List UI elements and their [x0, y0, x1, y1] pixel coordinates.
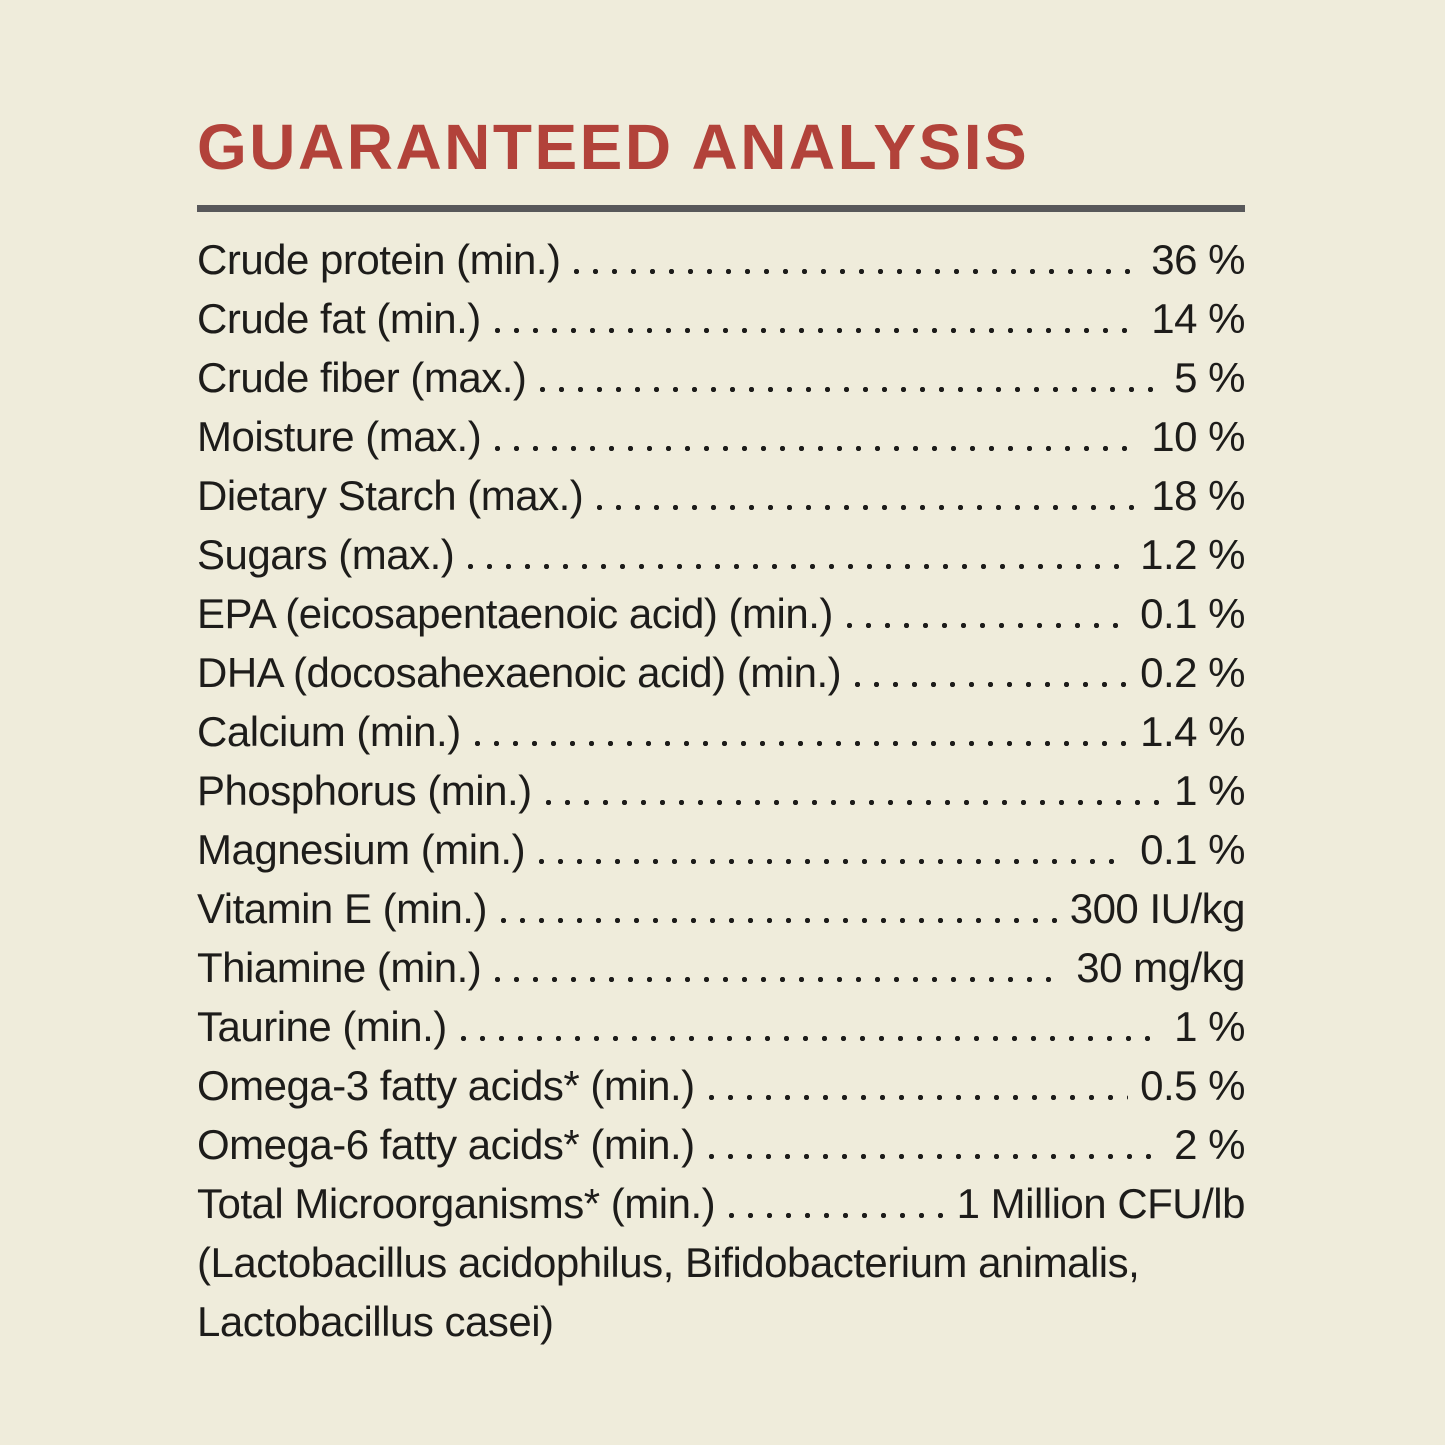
nutrient-value: 36 %: [1151, 236, 1245, 283]
nutrient-label: Crude fat (min.): [197, 295, 481, 342]
analysis-table: Crude protein (min.) 36 % Crude fat (min…: [197, 230, 1246, 1351]
row-phosphorus: Phosphorus (min.) 1 %: [197, 761, 1245, 820]
dot-leader: [474, 741, 1129, 746]
nutrient-label: Dietary Starch (max.): [197, 472, 584, 519]
nutrient-value: 18 %: [1151, 472, 1245, 519]
row-epa: EPA (eicosapentaenoic acid) (min.) 0.1 %: [197, 584, 1245, 643]
nutrient-value: 0.1 %: [1140, 826, 1245, 873]
dot-leader: [708, 1154, 1163, 1159]
microorganisms-species-line-2: Lactobacillus casei): [197, 1298, 554, 1345]
nutrient-value: 300 IU/kg: [1069, 885, 1246, 932]
nutrient-value: 14 %: [1151, 295, 1245, 342]
nutrient-value: 10 %: [1151, 413, 1245, 460]
dot-leader: [495, 977, 1065, 982]
row-omega-6: Omega-6 fatty acids* (min.) 2 %: [197, 1115, 1245, 1174]
dot-leader: [597, 505, 1140, 510]
dot-leader: [729, 1213, 945, 1218]
dot-leader: [460, 1036, 1163, 1041]
row-crude-fiber: Crude fiber (max.) 5 %: [197, 348, 1245, 407]
row-dha: DHA (docosahexaenoic acid) (min.) 0.2 %: [197, 643, 1245, 702]
row-taurine: Taurine (min.) 1 %: [197, 997, 1245, 1056]
nutrient-value: 1 %: [1174, 767, 1245, 814]
nutrient-value: 1 Million CFU/lb: [956, 1180, 1246, 1227]
nutrient-label: Omega-6 fatty acids* (min.): [197, 1121, 695, 1168]
nutrient-value: 1.2 %: [1140, 531, 1245, 578]
title-divider: [197, 205, 1245, 212]
page-title: GUARANTEED ANALYSIS: [197, 111, 1030, 183]
nutrient-label: Sugars (max.): [197, 531, 455, 578]
row-dietary-starch: Dietary Starch (max.) 18 %: [197, 466, 1245, 525]
dot-leader: [500, 918, 1058, 923]
row-calcium: Calcium (min.) 1.4 %: [197, 702, 1245, 761]
nutrient-label: Moisture (max.): [197, 413, 482, 460]
nutrient-value: 1.4 %: [1140, 708, 1245, 755]
nutrient-label: Crude protein (min.): [197, 236, 561, 283]
dot-leader: [539, 859, 1129, 864]
nutrient-label: Vitamin E (min.): [197, 885, 487, 932]
row-moisture: Moisture (max.) 10 %: [197, 407, 1245, 466]
nutrient-value: 5 %: [1174, 354, 1245, 401]
nutrient-value: 0.2 %: [1140, 649, 1245, 696]
nutrient-value: 0.1 %: [1140, 590, 1245, 637]
dot-leader: [846, 623, 1129, 628]
row-vitamin-e: Vitamin E (min.) 300 IU/kg: [197, 879, 1246, 938]
row-omega-3: Omega-3 fatty acids* (min.) 0.5 %: [197, 1056, 1245, 1115]
row-thiamine: Thiamine (min.) 30 mg/kg: [197, 938, 1245, 997]
nutrient-label: Taurine (min.): [197, 1003, 447, 1050]
nutrient-label: Phosphorus (min.): [197, 767, 532, 814]
dot-leader: [494, 328, 1140, 333]
row-crude-fat: Crude fat (min.) 14 %: [197, 289, 1245, 348]
nutrient-label: Total Microorganisms* (min.): [197, 1180, 716, 1227]
nutrient-label: Magnesium (min.): [197, 826, 526, 873]
dot-leader: [855, 682, 1129, 687]
microorganisms-species-line-1: (Lactobacillus acidophilus, Bifidobacter…: [197, 1239, 1140, 1286]
dot-leader: [540, 387, 1163, 392]
dot-leader: [545, 800, 1163, 805]
row-sugars: Sugars (max.) 1.2 %: [197, 525, 1245, 584]
nutrient-value: 0.5 %: [1140, 1062, 1245, 1109]
nutrient-value: 1 %: [1174, 1003, 1245, 1050]
nutrient-label: EPA (eicosapentaenoic acid) (min.): [197, 590, 833, 637]
dot-leader: [495, 446, 1140, 451]
dot-leader: [574, 269, 1140, 274]
nutrient-value: 2 %: [1174, 1121, 1245, 1168]
nutrient-value: 30 mg/kg: [1076, 944, 1245, 991]
row-crude-protein: Crude protein (min.) 36 %: [197, 230, 1245, 289]
nutrient-label: Thiamine (min.): [197, 944, 482, 991]
dot-leader: [708, 1095, 1129, 1100]
dot-leader: [468, 564, 1129, 569]
nutrient-label: DHA (docosahexaenoic acid) (min.): [197, 649, 842, 696]
nutrient-label: Calcium (min.): [197, 708, 461, 755]
row-magnesium: Magnesium (min.) 0.1 %: [197, 820, 1245, 879]
nutrient-label: Omega-3 fatty acids* (min.): [197, 1062, 695, 1109]
nutrient-label: Crude fiber (max.): [197, 354, 527, 401]
row-total-microorganisms: Total Microorganisms* (min.) 1 Million C…: [197, 1174, 1246, 1233]
